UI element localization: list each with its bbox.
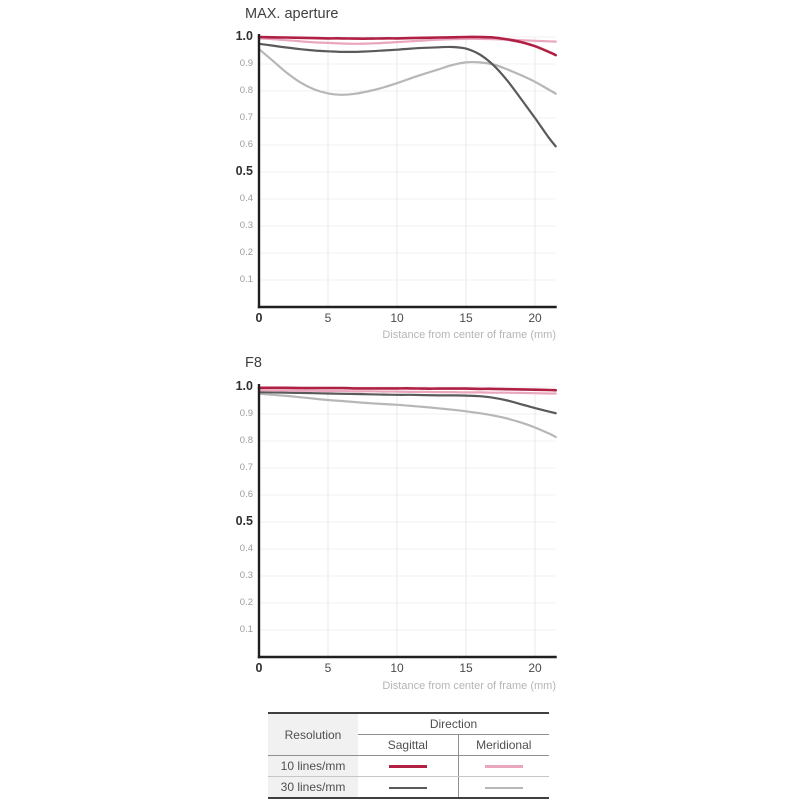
y-tick-label: 0.9 [239,408,253,419]
x-tick-label: 20 [528,661,542,675]
legend-row-10-lines: 10 lines/mm [268,755,550,777]
x-tick-label: 20 [528,311,542,325]
y-tick-label: 0.2 [239,597,253,608]
legend-table: Resolution Direction Sagittal Meridional… [268,712,550,799]
y-tick-label: 0.1 [239,624,253,635]
legend-header-row-2: Sagittal Meridional [268,734,550,756]
y-tick-label: 1.0 [235,379,253,393]
legend-swatch-cell [458,777,549,799]
swatch-10-sagittal [388,765,427,769]
chart1-x-axis-label: Distance from center of frame (mm) [382,329,556,341]
x-tick-label: 15 [459,661,473,675]
y-tick-label: 0.8 [239,85,253,96]
legend-resolution-header: Resolution [268,713,358,756]
y-tick-label: 0.2 [239,247,253,258]
legend-label-10-lines: 10 lines/mm [268,755,358,777]
y-tick-label: 0.9 [239,58,253,69]
curve-30-lines-mm-meridional [257,392,557,439]
y-tick-label: 0.5 [235,514,253,528]
y-tick-label: 0.3 [239,570,253,581]
x-tick-label: 5 [324,661,332,675]
y-tick-label: 0.3 [239,220,253,231]
y-tick-label: 0.4 [239,543,253,554]
legend-header-row-1: Resolution Direction [268,713,550,756]
y-tick-label: 0.6 [239,139,253,150]
y-tick-label: 0.6 [239,489,253,500]
y-tick-label: 0.1 [239,274,253,285]
legend-row-30-lines: 30 lines/mm [268,776,549,799]
legend-swatch-cell [458,755,550,777]
curve-10-lines-mm-sagittal [257,386,557,392]
curve-30-lines-mm-sagittal [257,42,557,148]
y-tick-label: 0.5 [235,164,253,178]
x-tick-label: 0 [255,661,263,675]
curve-10-lines-mm-meridional [257,389,557,395]
chart1-title: MAX. aperture [245,6,339,22]
x-tick-label: 15 [459,311,473,325]
legend-col-sagittal: Sagittal [358,734,459,756]
y-tick-label: 0.7 [239,112,253,123]
legend-swatch-cell [358,755,459,777]
x-tick-label: 0 [255,311,263,325]
swatch-30-meridional [484,786,523,789]
legend-swatch-cell [358,776,459,798]
legend-col-meridional: Meridional [458,734,550,756]
x-tick-label: 5 [324,311,332,325]
x-tick-label: 10 [390,661,404,675]
legend-label-30-lines: 30 lines/mm [268,776,358,798]
curve-10-lines-mm-sagittal [257,35,557,57]
y-tick-label: 0.7 [239,462,253,473]
legend-direction-header: Direction [358,713,550,735]
y-tick-label: 0.4 [239,193,253,204]
curve-30-lines-mm-sagittal [257,391,557,415]
y-tick-label: 1.0 [235,29,253,43]
swatch-30-sagittal [388,786,427,789]
chart2-title: F8 [245,355,262,371]
y-tick-label: 0.8 [239,435,253,446]
swatch-10-meridional [484,765,523,769]
curve-30-lines-mm-meridional [257,48,557,96]
x-tick-label: 10 [390,311,404,325]
chart2-x-axis-label: Distance from center of frame (mm) [382,680,556,692]
